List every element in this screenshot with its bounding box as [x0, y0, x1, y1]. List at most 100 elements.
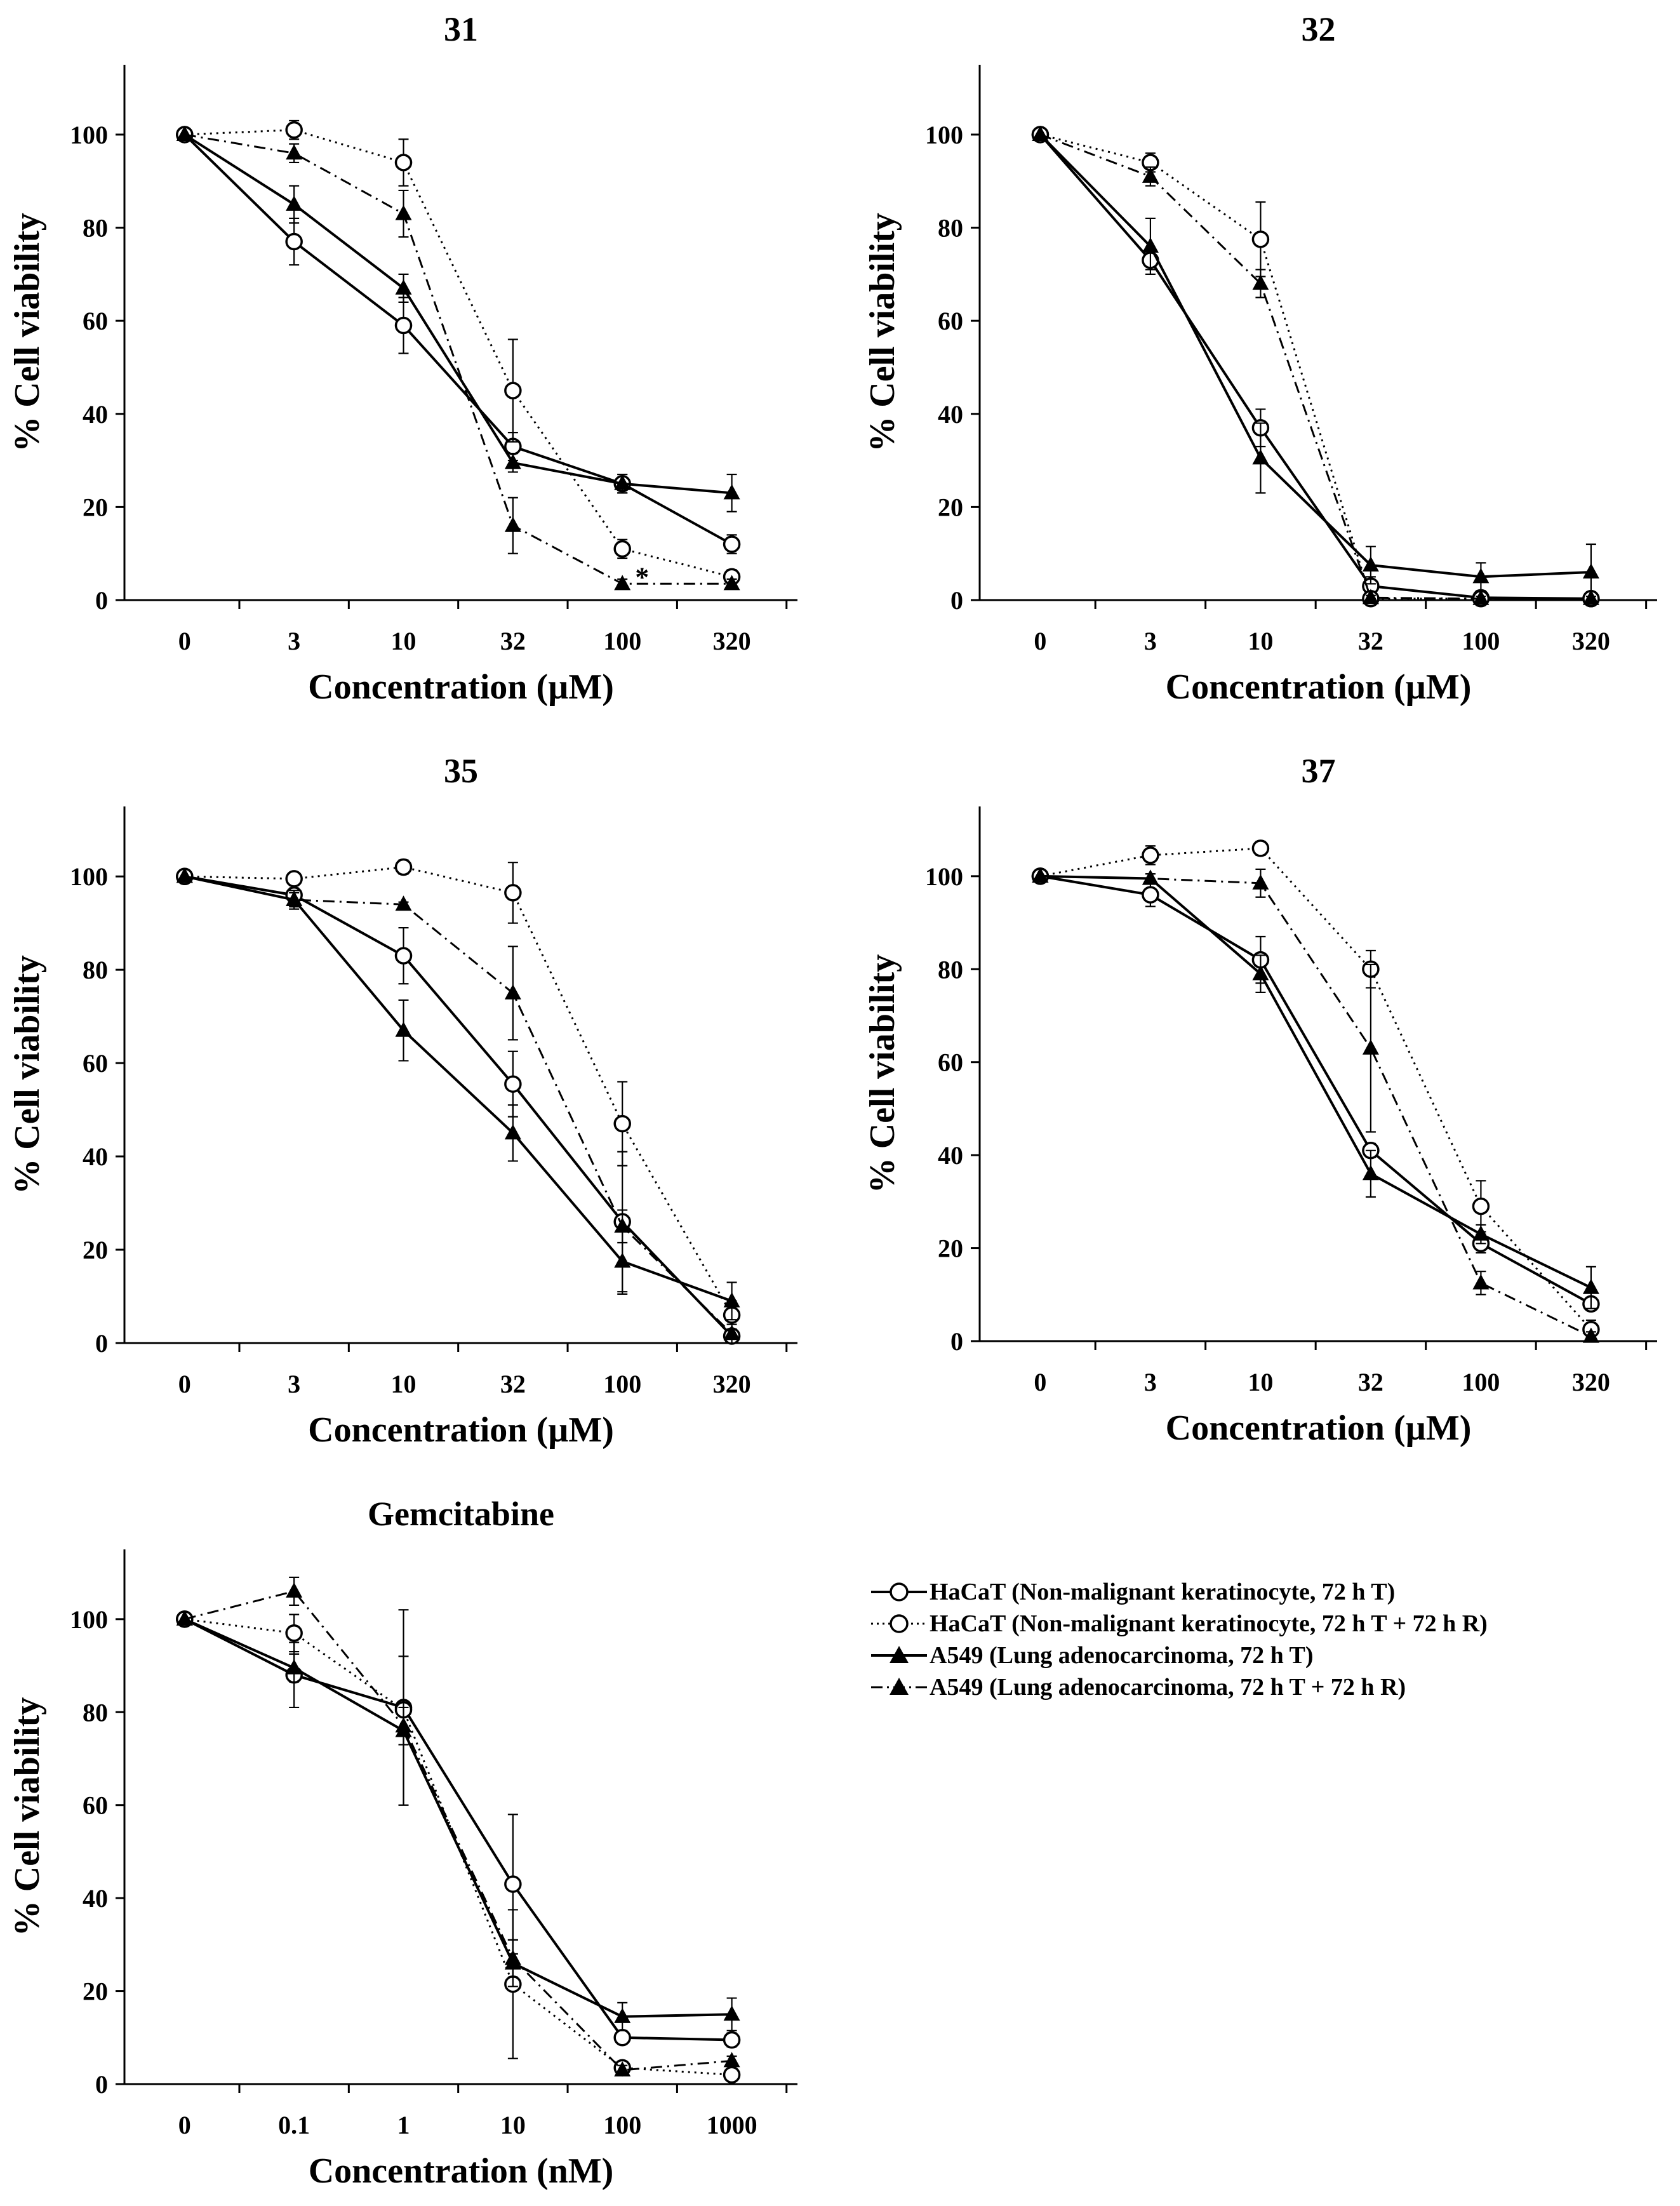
chart-panel-3: 35 0 20 40 60 80 100 0 3 10 32 100 320 Concentration …: [8, 752, 797, 1450]
y-axis-label: % Cell viability: [863, 954, 902, 1193]
data-point: [1472, 589, 1490, 605]
x-tick-label: 32: [500, 627, 526, 655]
data-point: [1252, 274, 1269, 290]
legend: HaCaT (Non-malignant keratinocyte, 72 h …: [869, 1576, 1669, 1703]
y-tick-label: 40: [938, 400, 963, 429]
legend-swatch-a549-72h-t: [871, 1646, 927, 1663]
x-tick-label: 100: [1462, 1368, 1500, 1396]
series-line: [183, 133, 732, 495]
x-tick-label: 3: [1144, 627, 1157, 655]
x-tick-label: 320: [1572, 627, 1610, 655]
series-line: [1039, 133, 1591, 600]
series-line: [184, 1590, 732, 2071]
data-point: [1251, 839, 1270, 857]
data-point: [1582, 563, 1599, 579]
y-tick-label: 60: [83, 307, 108, 335]
series-line: [183, 1618, 732, 2042]
series-line: [184, 133, 732, 585]
x-tick-label: 32: [1358, 1368, 1383, 1396]
series-4: [1032, 867, 1599, 1343]
x-tick-label: 3: [288, 627, 300, 655]
x-tick-label: 100: [1462, 627, 1500, 655]
data-point: [723, 575, 740, 591]
x-tick-label: 32: [1358, 627, 1383, 655]
data-point: [614, 1252, 631, 1268]
data-point: [723, 2005, 740, 2021]
chart-title: Gemcitabine: [368, 1495, 554, 1533]
data-point: [286, 1659, 303, 1675]
series-1: [1031, 126, 1600, 608]
legend-swatch-a549-72h-t-72h-r: [871, 1678, 927, 1695]
y-tick-label: 80: [83, 214, 108, 243]
data-point: [394, 947, 413, 965]
data-point: [504, 1075, 522, 1093]
x-tick-label: 0.1: [278, 2111, 310, 2139]
x-tick-label: 1000: [707, 2111, 757, 2139]
data-point: [1362, 1039, 1379, 1055]
x-tick-label: 10: [1248, 1368, 1273, 1396]
y-tick-label: 20: [83, 1236, 108, 1264]
data-point: [1142, 886, 1159, 904]
x-tick-label: 3: [288, 1370, 300, 1398]
data-point: [723, 1325, 740, 1340]
y-tick-label: 60: [938, 1048, 963, 1077]
series-1: [176, 126, 741, 554]
chart-title: 35: [444, 752, 478, 790]
y-tick-label: 40: [83, 1884, 108, 1913]
data-point: [1362, 589, 1379, 605]
legend-label: A549 (Lung adenocarcinoma, 72 h T + 72 h…: [930, 1674, 1406, 1701]
x-tick-label: 320: [713, 1370, 751, 1398]
series-3: [1032, 867, 1599, 1309]
y-tick-label: 20: [83, 1977, 108, 2006]
x-tick-label: 0: [178, 1370, 191, 1398]
series-line: [183, 1617, 732, 2018]
legend-item: HaCaT (Non-malignant keratinocyte, 72 h …: [869, 1608, 1669, 1640]
data-point: [1362, 1165, 1379, 1180]
chart-title: 32: [1302, 10, 1336, 48]
y-tick-label: 60: [83, 1049, 108, 1078]
y-tick-label: 40: [83, 1142, 108, 1171]
legend-item: A549 (Lung adenocarcinoma, 72 h T + 72 h…: [869, 1671, 1669, 1703]
x-tick-label: 320: [1572, 1368, 1610, 1396]
series-1: [1031, 867, 1600, 1313]
data-point: [614, 474, 631, 490]
series-line: [1039, 133, 1591, 578]
series-3: [176, 1610, 740, 2031]
data-point: [504, 382, 522, 399]
data-point: [1252, 874, 1269, 890]
data-point: [395, 204, 412, 220]
x-tick-label: 3: [1144, 1368, 1157, 1396]
data-point: [1582, 589, 1599, 605]
data-point: [1472, 1225, 1490, 1241]
y-tick-label: 80: [83, 1698, 108, 1727]
data-point: [614, 1217, 631, 1233]
chart-panel-4: 37 0 20 40 60 80 100 0 3 10 32 100 320 Concentration …: [863, 752, 1657, 1448]
y-axis-label: % Cell viability: [8, 213, 47, 451]
data-point: [723, 2052, 740, 2068]
chart-title: 37: [1302, 752, 1336, 790]
data-point: [504, 1875, 522, 1893]
legend-swatch-hacat-72h-t-72h-r: [871, 1614, 927, 1633]
data-point: [1032, 867, 1049, 883]
series-line: [183, 133, 733, 545]
x-axis-label: Concentration (µM): [1166, 1408, 1472, 1448]
y-tick-label: 80: [938, 214, 963, 243]
y-tick-label: 100: [70, 121, 108, 149]
series-4: [1032, 125, 1599, 605]
data-point: [613, 2029, 631, 2047]
y-tick-label: 0: [95, 2070, 108, 2099]
data-point: [285, 232, 303, 251]
data-point: [613, 540, 631, 558]
legend-item: HaCaT (Non-malignant keratinocyte, 72 h …: [869, 1576, 1669, 1608]
y-axis-label: % Cell viability: [8, 955, 47, 1194]
x-axis-label: Concentration (µM): [308, 667, 614, 707]
legend-item: A549 (Lung adenocarcinoma, 72 h T): [869, 1640, 1669, 1671]
x-tick-label: 1: [397, 2111, 410, 2139]
series-2: [1031, 839, 1600, 1340]
y-tick-label: 20: [83, 493, 108, 521]
x-tick-label: 0: [178, 2111, 191, 2139]
data-point: [1472, 568, 1490, 584]
